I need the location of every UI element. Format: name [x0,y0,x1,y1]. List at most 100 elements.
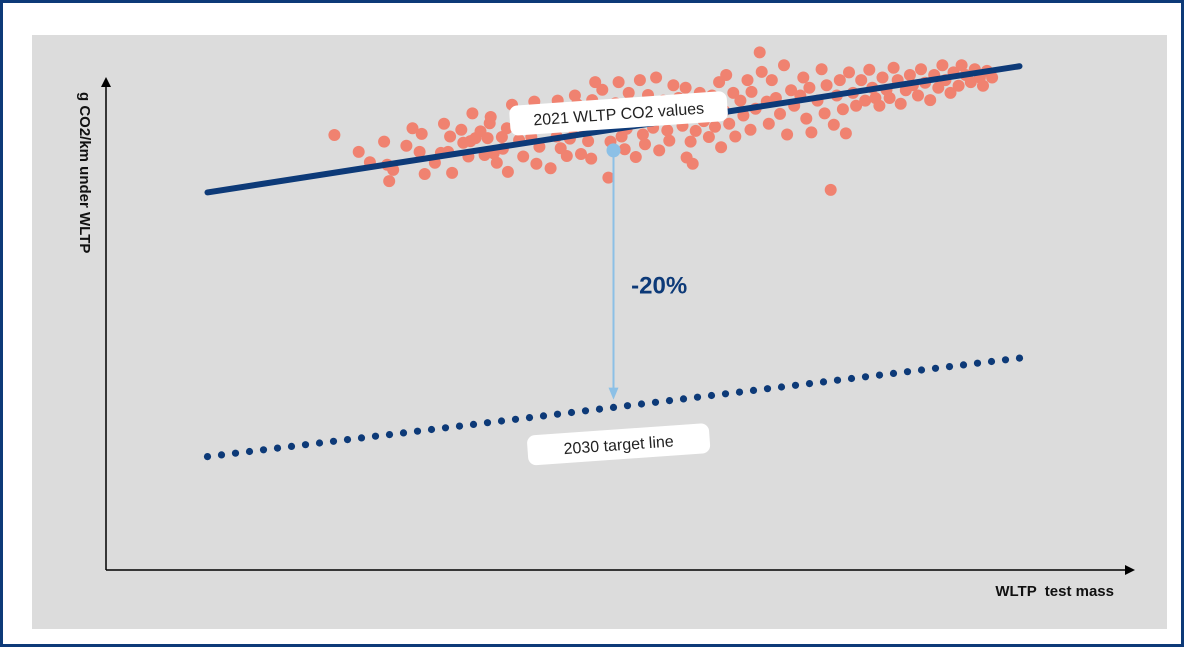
scatter-point [964,76,977,89]
scatter-point [715,141,728,154]
target-line-dot [945,363,954,371]
scatter-point [544,162,557,175]
scatter-point [686,157,699,170]
scatter-point [589,76,602,89]
scatter-point [827,118,840,131]
scatter-point [815,63,828,76]
scatter-point [863,63,876,76]
scatter-point [765,74,778,87]
target-line-dot [721,390,730,398]
scatter-point [679,81,692,94]
target-line-dot [819,378,828,386]
target-line-dot [427,425,436,434]
scatter-point [850,99,863,112]
scatter-point [744,123,757,136]
target-line-dot [553,410,562,418]
scatter-point [415,127,428,140]
target-line-dot [525,414,534,422]
scatter-point [383,175,396,188]
target-line-dot [917,366,926,374]
scatter-point [585,152,598,165]
scatter-point [855,74,868,87]
scatter-point [936,59,949,72]
scatter-point [977,79,989,92]
y-axis-label: g CO2/km under WLTP [76,92,93,253]
target-line-dot [245,447,254,456]
scatter-point [800,112,813,125]
scatter-point [667,79,680,92]
target-line-dot [483,419,492,427]
target-line-dot [805,380,814,388]
reduction-arrow-start-dot [606,143,621,158]
scatter-point [778,59,790,72]
scatter-point [903,69,916,81]
annotation-layer: 2021 WLTP CO2 values 2030 target line -20% [509,91,728,466]
target-line-dot [749,386,758,394]
scatter-point [805,126,818,139]
target-line-dot [889,369,898,377]
scatter-point [650,71,663,84]
target-line-dot [637,400,646,408]
scatter-point [986,71,999,84]
target-line-dot [847,374,856,383]
target-line-dot [539,412,548,420]
scatter-point [924,94,937,107]
target-line-dot [735,388,744,396]
target-line-dot [413,427,422,435]
scatter-point [446,166,459,179]
scatter-point [741,74,754,87]
scatter-point [517,150,530,163]
label-2030-target: 2030 target line [527,423,711,466]
scatter-point [663,134,676,147]
scatter-point [753,46,766,59]
scatter-point [530,157,543,170]
trend-line [204,63,1023,196]
scatter-point [859,94,872,107]
scatter-point [352,145,365,158]
target-line-dot [357,434,366,442]
scatter-point [633,74,646,87]
scatter-point [912,89,924,102]
target-line-dot [329,437,338,445]
target-line-dot [973,359,982,367]
target-line-dot [791,381,800,389]
target-line-dot [665,397,674,405]
scatter-point [490,156,503,169]
scatter-point [836,103,849,116]
target-line-dot [217,451,226,459]
label-box [509,91,728,136]
target-line-dot [777,383,786,391]
scatter-point [723,117,736,130]
scatter-point [833,74,846,87]
scatter-point [785,84,798,97]
target-line-dot [763,385,772,393]
target-line-dot [343,436,352,444]
target-line-dot [707,391,716,400]
scatter-point [653,144,666,157]
target-line-dot [581,407,590,415]
target-line-dot [203,453,212,461]
scatter-point [481,132,494,145]
scatter-point [915,63,927,76]
target-line-dot [497,417,506,425]
target-line-dot [1015,354,1024,362]
scatter-point [887,61,900,74]
scatter-point [839,127,852,140]
scatter-point [720,69,733,81]
target-line-dot [371,432,380,440]
target-line-dot [595,405,604,413]
line-layer [203,63,1024,461]
target-line-dot [987,357,996,366]
label-2021-values: 2021 WLTP CO2 values [509,91,728,136]
x-axis-label: WLTP test mass [995,583,1114,600]
target-line-dot [455,422,464,430]
scatter-point [952,79,965,92]
target-line-dot [609,403,618,411]
scatter-point [495,131,508,143]
label-box [527,423,711,466]
target-line-dot [623,402,632,410]
scatter-point [755,65,768,78]
target-line-dot [399,429,408,437]
scatter-point [455,123,468,136]
